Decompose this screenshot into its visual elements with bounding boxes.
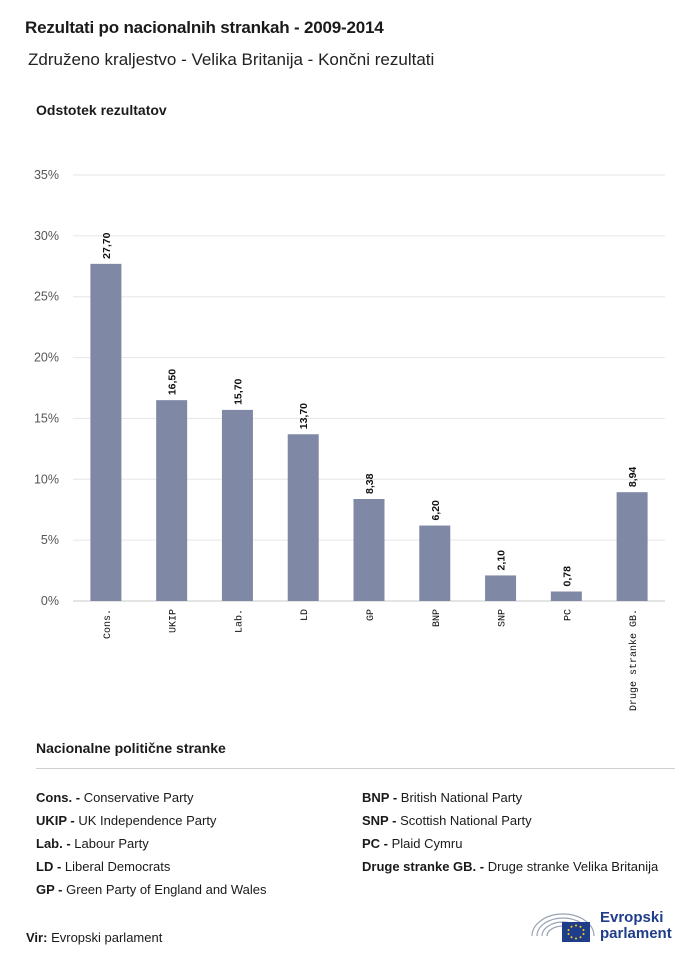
x-tick-label: BNP [432, 609, 443, 627]
x-tick-label: GP [366, 609, 377, 621]
logo-line-2: parlament [600, 925, 672, 942]
legend-abbr: BNP - [362, 790, 398, 805]
legend-party-name: Plaid Cymru [391, 836, 463, 851]
legend-abbr: SNP - [362, 813, 397, 828]
legend-party-name: Scottish National Party [400, 813, 532, 828]
bar [353, 499, 385, 601]
data-label: 6,20 [430, 500, 442, 521]
legend-abbr: PC - [362, 836, 388, 851]
legend-column-right: BNP - British National Party SNP - Scott… [362, 786, 658, 878]
source-note: Vir: Evropski parlament [26, 930, 162, 945]
y-tick-label: 0% [41, 594, 59, 608]
legend-item: PC - Plaid Cymru [362, 832, 658, 855]
x-tick-label: LD [300, 609, 311, 621]
data-label: 16,50 [167, 369, 179, 395]
legend-item: Cons. - Conservative Party [36, 786, 267, 809]
source-label: Vir: [26, 930, 48, 945]
data-label: 15,70 [232, 378, 244, 404]
legend-abbr: Cons. - [36, 790, 81, 805]
x-tick-label: PC [563, 609, 574, 621]
y-axis-label: Odstotek rezultatov [36, 102, 167, 118]
chart-subtitle: Združeno kraljestvo - Velika Britanija -… [28, 50, 435, 69]
bar [550, 591, 582, 601]
x-tick-label: Lab. [233, 609, 245, 633]
x-tick-label: Druge stranke GB. [628, 609, 640, 711]
legend-item: Druge stranke GB. - Druge stranke Velika… [362, 855, 658, 878]
y-tick-label: 30% [34, 229, 59, 243]
legend-item: GP - Green Party of England and Wales [36, 878, 267, 901]
data-label: 0,78 [561, 566, 573, 587]
data-label: 8,94 [627, 467, 639, 488]
bar [287, 434, 319, 601]
y-tick-label: 35% [34, 168, 59, 182]
data-label: 8,38 [364, 473, 376, 494]
bar [156, 400, 188, 601]
legend-party-name: Druge stranke Velika Britanija [487, 859, 659, 874]
x-tick-label: Cons. [103, 609, 114, 639]
bar [485, 575, 517, 601]
y-tick-label: 5% [41, 533, 59, 547]
legend-party-name: UK Independence Party [78, 813, 217, 828]
logo-text: Evropski parlament [600, 910, 672, 942]
y-tick-label: 20% [34, 351, 59, 365]
legend-title: Nacionalne politične stranke [36, 740, 226, 756]
legend-abbr: LD - [36, 859, 62, 874]
legend-column-left: Cons. - Conservative Party UKIP - UK Ind… [36, 786, 267, 901]
legend-item: Lab. - Labour Party [36, 832, 267, 855]
bar-chart: 0% 5% 10% 15% 20% 25% 30% 35% 27,70 Cons. 16,50 UKI… [34, 168, 665, 711]
legend-party-name: British National Party [400, 790, 523, 805]
bar [616, 492, 648, 601]
legend-party-name: Liberal Democrats [64, 859, 171, 874]
legend-party-name: Green Party of England and Wales [66, 882, 267, 897]
european-parliament-logo: Evropski parlament [528, 906, 678, 946]
y-tick-label: 15% [34, 411, 59, 425]
chart-title: Rezultati po nacionalnih strankah - 2009… [25, 18, 384, 37]
legend-abbr: Lab. - [36, 836, 71, 851]
logo-line-1: Evropski [600, 909, 664, 926]
parliament-hemicycle-icon [531, 913, 595, 942]
bar [90, 263, 122, 601]
legend-item: UKIP - UK Independence Party [36, 809, 267, 832]
legend-divider [36, 768, 675, 769]
legend-item: BNP - British National Party [362, 786, 658, 809]
data-label: 27,70 [101, 232, 113, 258]
y-tick-label: 10% [34, 472, 59, 486]
legend-item: SNP - Scottish National Party [362, 809, 658, 832]
bar [221, 409, 253, 601]
x-tick-label: UKIP [169, 609, 180, 633]
source-value: Evropski parlament [51, 930, 163, 945]
bar [419, 525, 451, 601]
data-label: 2,10 [496, 550, 508, 571]
legend-item: LD - Liberal Democrats [36, 855, 267, 878]
y-tick-label: 25% [34, 290, 59, 304]
legend-abbr: Druge stranke GB. - [362, 859, 485, 874]
legend-party-name: Labour Party [74, 836, 149, 851]
data-label: 13,70 [298, 403, 310, 429]
x-tick-label: SNP [498, 609, 509, 627]
legend-party-name: Conservative Party [83, 790, 194, 805]
legend-abbr: UKIP - [36, 813, 75, 828]
legend-abbr: GP - [36, 882, 63, 897]
